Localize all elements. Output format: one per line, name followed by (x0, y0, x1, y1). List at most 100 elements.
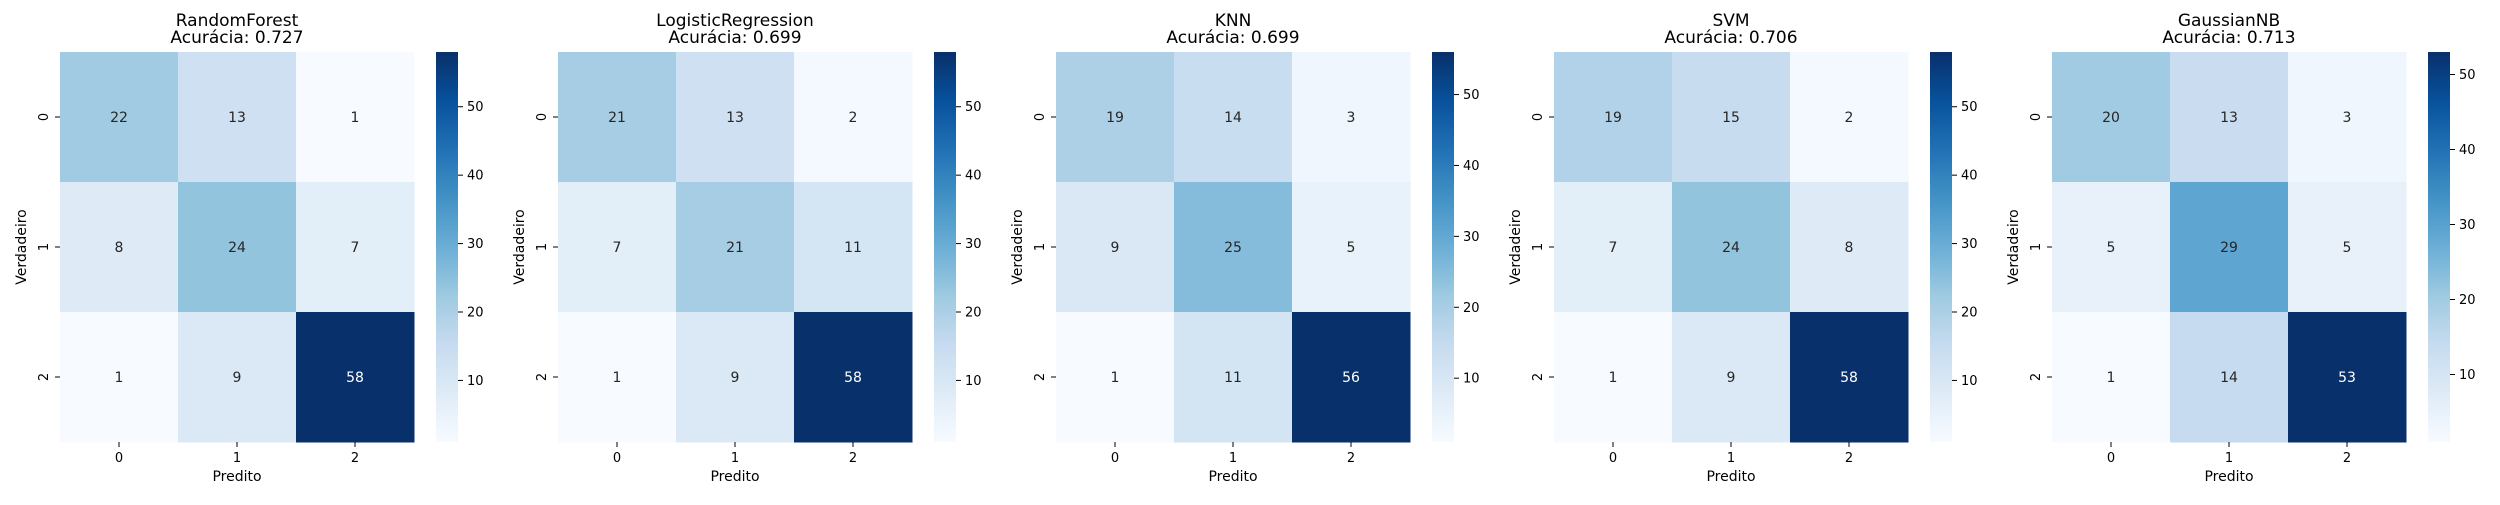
heatmap-cell (676, 312, 795, 443)
colorbar-tick-label: 30 (965, 237, 982, 252)
cell-value-label: 19 (1604, 110, 1622, 126)
cell-value-label: 8 (115, 240, 124, 256)
colorbar-tick-label: 10 (1961, 374, 1978, 389)
cell-value-label: 1 (1609, 370, 1618, 386)
y-tick-label: 1 (1033, 243, 1048, 251)
colorbar-tick-label: 10 (1463, 372, 1480, 387)
heatmap-cell (558, 312, 677, 443)
heatmap-cell (1672, 312, 1791, 443)
heatmap-cell (2170, 312, 2289, 443)
y-tick-label: 1 (1531, 243, 1546, 251)
heatmap-cell (794, 182, 913, 313)
heatmap-cell (1790, 52, 1909, 183)
y-tick-label: 0 (1033, 113, 1048, 121)
chart-subtitle: Acurácia: 0.727 (170, 28, 303, 48)
x-tick-label: 1 (1727, 451, 1735, 466)
x-tick-label: 0 (1609, 451, 1617, 466)
heatmap-cell (1790, 182, 1909, 313)
x-tick-label: 0 (613, 451, 621, 466)
cell-value-label: 24 (228, 240, 246, 256)
heatmap-cell (178, 312, 297, 443)
y-axis-label: Verdadeiro (2006, 209, 2022, 284)
chart-title: SVM (1712, 11, 1749, 31)
heatmap-cell (60, 182, 179, 313)
heatmap-cell (1554, 312, 1673, 443)
colorbar-tick-label: 30 (1961, 237, 1978, 252)
x-tick-label: 0 (115, 451, 123, 466)
heatmap-cell (178, 182, 297, 313)
heatmap-cell (558, 182, 677, 313)
x-tick-label: 2 (2343, 451, 2351, 466)
colorbar-tick-label: 30 (2459, 218, 2476, 233)
colorbar-tick-label: 50 (965, 100, 982, 115)
heatmap-cell (2288, 312, 2407, 443)
cell-value-label: 21 (608, 110, 626, 126)
colorbar-tick-label: 30 (467, 237, 484, 252)
chart-title: RandomForest (176, 11, 299, 31)
cell-value-label: 58 (844, 370, 862, 386)
x-tick-label: 1 (2225, 451, 2233, 466)
colorbar-tick-label: 20 (1463, 301, 1480, 316)
cell-value-label: 1 (115, 370, 124, 386)
x-tick-label: 2 (1845, 451, 1853, 466)
y-tick-label: 0 (2029, 113, 2044, 121)
y-tick-label: 2 (37, 373, 52, 381)
cell-value-label: 7 (351, 240, 360, 256)
cell-value-label: 14 (2220, 370, 2238, 386)
cell-value-label: 3 (2343, 110, 2352, 126)
cell-value-label: 5 (2343, 240, 2352, 256)
cell-value-label: 13 (2220, 110, 2238, 126)
x-axis-label: Predito (1208, 469, 1257, 485)
y-tick-label: 0 (535, 113, 550, 121)
colorbar (1432, 52, 1454, 442)
x-tick-label: 1 (1229, 451, 1237, 466)
cell-value-label: 7 (1609, 240, 1618, 256)
colorbar-tick-label: 50 (1961, 100, 1978, 115)
cell-value-label: 53 (2338, 370, 2356, 386)
colorbar-tick-label: 40 (965, 169, 982, 184)
cell-value-label: 20 (2102, 110, 2120, 126)
colorbar-tick-label: 50 (2459, 68, 2476, 83)
chart-title: LogisticRegression (656, 11, 814, 31)
heatmap-cell (794, 52, 913, 183)
x-tick-label: 2 (849, 451, 857, 466)
heatmap-cell (1672, 182, 1791, 313)
colorbar-tick-label: 20 (1961, 306, 1978, 321)
colorbar-tick-label: 40 (2459, 143, 2476, 158)
cell-value-label: 9 (1111, 240, 1120, 256)
heatmap-cell (60, 52, 179, 183)
y-tick-label: 1 (535, 243, 550, 251)
heatmap-cell (1292, 312, 1411, 443)
chart-subtitle: Acurácia: 0.699 (1166, 28, 1299, 48)
cell-value-label: 56 (1342, 370, 1360, 386)
cell-value-label: 1 (613, 370, 622, 386)
cell-value-label: 24 (1722, 240, 1740, 256)
colorbar-tick-label: 20 (2459, 293, 2476, 308)
cell-value-label: 9 (233, 370, 242, 386)
x-tick-label: 0 (1111, 451, 1119, 466)
heatmap-cell (1174, 312, 1293, 443)
y-axis-label: Verdadeiro (1508, 209, 1524, 284)
cell-value-label: 58 (346, 370, 364, 386)
x-axis-label: Predito (710, 469, 759, 485)
cell-value-label: 1 (351, 110, 360, 126)
heatmap-cell (794, 312, 913, 443)
colorbar-tick-label: 40 (1961, 169, 1978, 184)
chart-title: KNN (1215, 11, 1252, 31)
cell-value-label: 11 (844, 240, 862, 256)
heatmap-cell (558, 52, 677, 183)
heatmap-cell (1554, 182, 1673, 313)
heatmap-cell (2052, 312, 2171, 443)
colorbar (934, 52, 956, 442)
cell-value-label: 13 (726, 110, 744, 126)
y-tick-label: 1 (37, 243, 52, 251)
heatmap-cell (1292, 182, 1411, 313)
cell-value-label: 19 (1106, 110, 1124, 126)
cell-value-label: 3 (1347, 110, 1356, 126)
x-axis-label: Predito (2204, 469, 2253, 485)
y-axis-label: Verdadeiro (512, 209, 528, 284)
colorbar-tick-label: 40 (1463, 159, 1480, 174)
heatmap-cell (1554, 52, 1673, 183)
x-axis-label: Predito (212, 469, 261, 485)
